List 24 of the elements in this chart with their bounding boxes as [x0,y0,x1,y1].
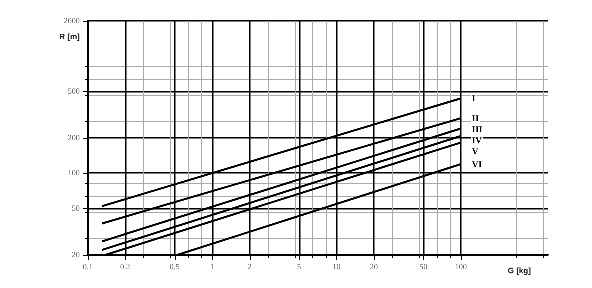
x-tick-label: 0.1 [83,262,93,272]
series-label: IV [472,135,483,146]
x-tick-label: 5 [297,262,302,272]
y-tick-label: 2000 [64,16,80,26]
y-tick-label: 20 [72,250,80,260]
y-tick-label: 50 [72,204,80,213]
series-label: II [472,113,480,124]
series-label: V [472,146,480,156]
x-axis-title: G [kg] [508,266,532,276]
x-tick-label: 1 [210,262,214,272]
x-tick-label: 10 [332,262,341,272]
x-tick-label: 0.2 [120,262,130,272]
series-label: III [472,124,484,134]
y-axis-title: R [m] [60,32,80,42]
series-label: VI [472,159,483,170]
y-tick-label: 200 [68,134,80,142]
x-tick-label: 2 [248,262,252,272]
y-tick-label: 500 [68,86,80,96]
x-tick-label: 50 [420,262,428,272]
x-tick-label: 100 [455,262,468,272]
y-tick-label: 100 [68,168,80,178]
x-tick-label: 20 [370,262,378,272]
series-label: I [472,94,476,104]
x-tick-label: 0.5 [170,262,180,272]
